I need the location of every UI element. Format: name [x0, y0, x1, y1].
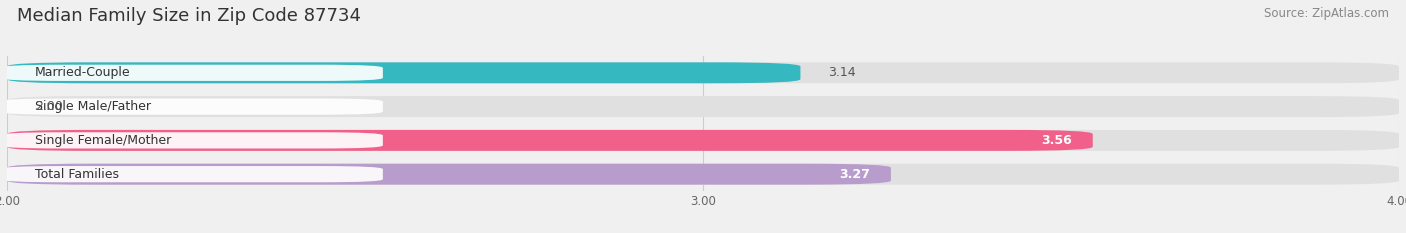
FancyBboxPatch shape — [0, 65, 382, 81]
Text: Single Male/Father: Single Male/Father — [35, 100, 150, 113]
FancyBboxPatch shape — [7, 164, 1399, 185]
FancyBboxPatch shape — [7, 62, 1399, 83]
FancyBboxPatch shape — [7, 96, 1399, 117]
FancyBboxPatch shape — [7, 164, 891, 185]
FancyBboxPatch shape — [0, 132, 382, 148]
FancyBboxPatch shape — [7, 130, 1092, 151]
Text: 2.00: 2.00 — [35, 100, 63, 113]
Text: 3.56: 3.56 — [1040, 134, 1071, 147]
FancyBboxPatch shape — [0, 99, 382, 115]
FancyBboxPatch shape — [0, 166, 382, 182]
Text: 3.27: 3.27 — [839, 168, 870, 181]
Text: Source: ZipAtlas.com: Source: ZipAtlas.com — [1264, 7, 1389, 20]
Text: Median Family Size in Zip Code 87734: Median Family Size in Zip Code 87734 — [17, 7, 361, 25]
FancyBboxPatch shape — [7, 130, 1399, 151]
Text: Married-Couple: Married-Couple — [35, 66, 131, 79]
Text: 3.14: 3.14 — [828, 66, 856, 79]
Text: Total Families: Total Families — [35, 168, 120, 181]
FancyBboxPatch shape — [7, 62, 800, 83]
Text: Single Female/Mother: Single Female/Mother — [35, 134, 172, 147]
